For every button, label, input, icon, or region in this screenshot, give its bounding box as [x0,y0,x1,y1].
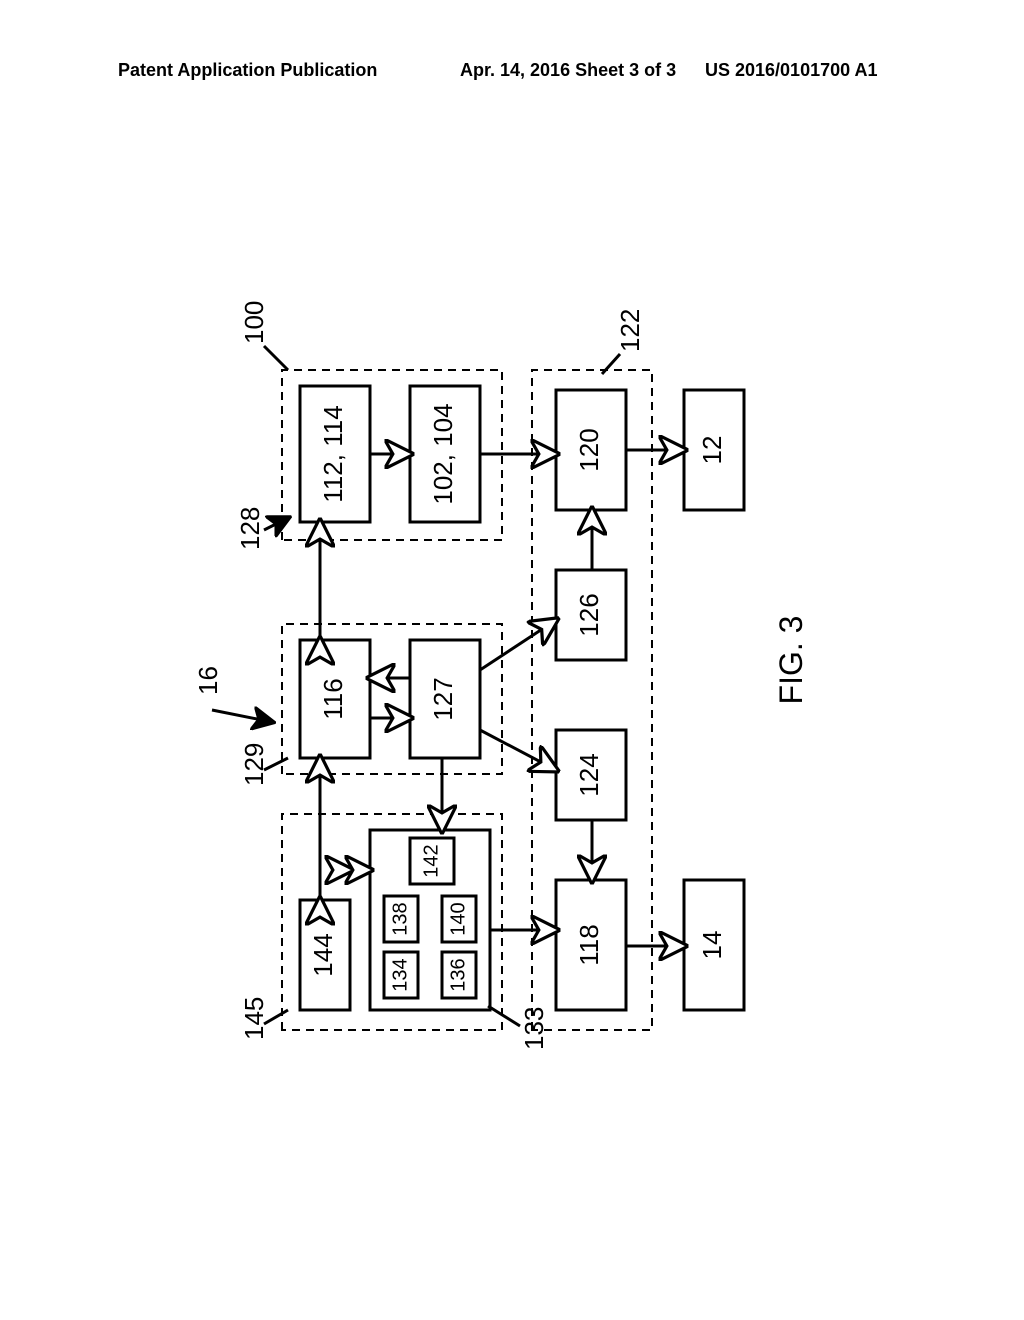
lbl-122: 122 [615,309,645,352]
lbl-12: 12 [697,436,727,465]
lbl-142: 142 [420,844,442,877]
conn-127-126 [480,620,556,670]
figure-wrap-rotated: 16 145 129 128 100 133 122 [192,250,832,1070]
lbl-124: 124 [574,753,604,796]
leader-133 [488,1006,520,1026]
conn-127-124 [480,730,556,770]
lbl-133: 133 [519,1007,549,1050]
page-root: Patent Application Publication Apr. 14, … [0,0,1024,1320]
lbl-138: 138 [389,902,411,935]
header-middle: Apr. 14, 2016 Sheet 3 of 3 [460,60,676,81]
lbl-100: 100 [239,301,269,344]
lbl-129: 129 [239,743,269,786]
lbl-140: 140 [447,902,469,935]
figure-caption: FIG. 3 [773,616,809,705]
leader-100 [264,346,288,370]
lbl-145: 145 [239,997,269,1040]
lbl-127: 127 [428,677,458,720]
lbl-16: 16 [193,666,223,695]
figure-svg: 16 145 129 128 100 133 122 [192,250,832,1070]
lbl-102-104: 102, 104 [428,403,458,504]
lbl-126: 126 [574,593,604,636]
lbl-118: 118 [574,924,604,965]
lbl-136: 136 [447,958,469,991]
lbl-116: 116 [318,678,348,719]
header-left: Patent Application Publication [118,60,377,81]
lbl-112-114: 112, 114 [318,405,348,502]
lbl-144: 144 [308,933,338,976]
leader-128 [264,518,288,530]
lbl-120: 120 [574,428,604,471]
lbl-128: 128 [235,507,265,550]
header-right: US 2016/0101700 A1 [705,60,877,81]
lbl-134: 134 [389,958,411,991]
lbl-14: 14 [697,931,727,960]
pointer-16 [212,710,272,722]
